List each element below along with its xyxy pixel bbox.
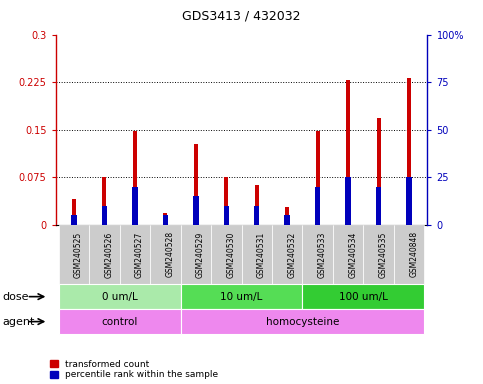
Text: GSM240533: GSM240533 <box>318 231 327 278</box>
Bar <box>254 206 259 225</box>
Bar <box>71 215 77 225</box>
Text: GSM240535: GSM240535 <box>379 231 388 278</box>
Text: control: control <box>101 316 138 327</box>
Text: GSM240532: GSM240532 <box>287 231 296 278</box>
Text: GSM240530: GSM240530 <box>226 231 235 278</box>
Bar <box>285 207 289 225</box>
Text: homocysteine: homocysteine <box>266 316 339 327</box>
Bar <box>315 187 320 225</box>
Bar <box>133 131 137 225</box>
Text: GSM240529: GSM240529 <box>196 231 205 278</box>
Text: dose: dose <box>2 291 29 302</box>
Bar <box>102 177 106 225</box>
Bar <box>193 196 199 225</box>
Legend: transformed count, percentile rank within the sample: transformed count, percentile rank withi… <box>50 360 218 379</box>
Text: GSM240528: GSM240528 <box>165 231 174 278</box>
Text: GSM240531: GSM240531 <box>257 231 266 278</box>
Text: GSM240527: GSM240527 <box>135 231 144 278</box>
Bar <box>163 213 167 225</box>
Text: GSM240526: GSM240526 <box>104 231 114 278</box>
Text: 10 um/L: 10 um/L <box>220 291 263 302</box>
Bar <box>346 80 350 225</box>
Bar <box>255 185 258 225</box>
Text: GSM240525: GSM240525 <box>74 231 83 278</box>
Text: agent: agent <box>2 316 35 327</box>
Text: GSM240848: GSM240848 <box>409 231 418 278</box>
Bar <box>376 187 382 225</box>
Bar <box>163 215 168 225</box>
Bar <box>132 187 138 225</box>
Bar <box>225 177 228 225</box>
Bar <box>316 131 320 225</box>
Bar <box>377 118 381 225</box>
Bar <box>284 215 290 225</box>
Bar <box>101 206 107 225</box>
Bar <box>224 206 229 225</box>
Text: 100 um/L: 100 um/L <box>339 291 388 302</box>
Text: GSM240534: GSM240534 <box>348 231 357 278</box>
Bar <box>194 144 198 225</box>
Bar <box>72 199 76 225</box>
Bar <box>407 78 411 225</box>
Text: 0 um/L: 0 um/L <box>102 291 138 302</box>
Bar <box>345 177 351 225</box>
Text: GDS3413 / 432032: GDS3413 / 432032 <box>182 10 301 23</box>
Bar <box>406 177 412 225</box>
